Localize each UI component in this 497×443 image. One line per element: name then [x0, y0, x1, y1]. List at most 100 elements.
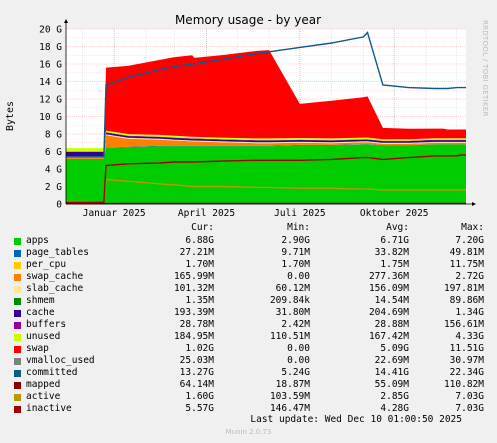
legend-name: buffers	[26, 319, 67, 330]
x-axis-arrow	[472, 202, 476, 206]
legend-name: slab_cache	[26, 283, 84, 294]
legend-row-swap: swap 1.02G 0.00 5.09G 11.51G	[14, 343, 490, 355]
legend-max-value: 1.34G	[455, 307, 484, 318]
legend-max-value: 7.03G	[455, 403, 484, 414]
legend-row-buffers: buffers 28.78M 2.42M 28.88M 156.61M	[14, 319, 490, 331]
legend-max-value: 197.81M	[443, 283, 484, 294]
legend-row-apps: apps 6.88G 2.90G 6.71G 7.20G	[14, 235, 490, 247]
legend-avg-value: 204.69M	[368, 307, 409, 318]
legend-avg-value: 6.71G	[380, 235, 409, 246]
legend-name: committed	[26, 367, 78, 378]
legend-avg-value: 277.36M	[368, 271, 409, 282]
legend-name: shmem	[26, 295, 55, 306]
y-tick-label: 8 G	[45, 130, 62, 141]
chart-title: Memory usage - by year	[175, 13, 321, 27]
legend-swatch	[14, 346, 21, 353]
y-tick-label: 18 G	[39, 42, 62, 53]
legend-min-value: 2.42M	[281, 319, 310, 330]
legend-max-value: 2.72G	[455, 271, 484, 282]
legend-swatch	[14, 286, 21, 293]
line-inactive	[66, 154, 466, 203]
y-tick-label: 14 G	[39, 77, 62, 88]
legend-cur-value: 165.99M	[173, 271, 214, 282]
legend-cur-value: 1.35M	[185, 295, 214, 306]
memory-chart: Memory usage - by year Bytes 0 2 G 4 G 6 G 8…	[5, 13, 476, 219]
legend-max-value: 110.82M	[443, 379, 484, 390]
legend-row-shmem: shmem 1.35M 209.84k 14.54M 89.86M	[14, 295, 490, 307]
stacked-areas	[66, 50, 466, 204]
legend-cur-value: 28.78M	[179, 319, 214, 330]
legend-cur-value: 1.02G	[185, 343, 214, 354]
legend-row-swap-cache: swap_cache 165.99M 0.00 277.36M 2.72G	[14, 271, 490, 283]
legend-rows: apps 6.88G 2.90G 6.71G 7.20G page_tables 27.21…	[14, 235, 490, 415]
x-tick-label: Juli 2025	[274, 208, 325, 219]
legend-cur-value: 1.60G	[185, 391, 214, 402]
legend-avg-value: 55.09M	[374, 379, 409, 390]
legend-min-value: 18.87M	[275, 379, 310, 390]
legend-max-value: 30.97M	[449, 355, 484, 366]
y-ticks: 0 2 G 4 G 6 G 8 G 10 G 12 G 14 G 16 G 18 G 20 G	[39, 25, 62, 211]
legend-swatch	[14, 382, 21, 389]
y-tick-label: 12 G	[39, 95, 62, 106]
legend-name: per_cpu	[26, 259, 67, 270]
legend-name: cache	[26, 307, 55, 318]
legend-cur-value: 6.88G	[185, 235, 214, 246]
legend-row-per-cpu: per_cpu 1.70M 1.70M 1.75M 11.75M	[14, 259, 490, 271]
legend-swatch	[14, 274, 21, 281]
header-max: Max:	[461, 222, 484, 233]
legend-cur-value: 27.21M	[179, 247, 214, 258]
legend-swatch	[14, 406, 21, 413]
legend-swatch	[14, 358, 21, 365]
legend-min-value: 1.70M	[281, 259, 310, 270]
legend-row-page-tables: page_tables 27.21M 9.71M 33.82M 49.81M	[14, 247, 490, 259]
y-tick-label: 2 G	[45, 182, 62, 193]
legend-swatch	[14, 250, 21, 257]
legend-avg-value: 1.75M	[380, 259, 409, 270]
legend-row-inactive: inactive 5.57G 146.47M 4.28G 7.03G	[14, 403, 490, 415]
x-tick-label: Januar 2025	[83, 208, 146, 219]
line-active	[66, 178, 466, 204]
y-tick-label: 6 G	[45, 147, 62, 158]
legend-avg-value: 14.41G	[374, 367, 409, 378]
area-unused	[66, 130, 466, 152]
legend-row-active: active 1.60G 103.59M 2.85G 7.03G	[14, 391, 490, 403]
legend-cur-value: 25.03M	[179, 355, 214, 366]
header-cur: Cur:	[191, 222, 214, 233]
legend-max-value: 4.33G	[455, 331, 484, 342]
area-buffers	[66, 132, 466, 152]
legend-swatch	[14, 238, 21, 245]
y-axis-arrow	[64, 19, 68, 23]
legend-cur-value: 5.57G	[185, 403, 214, 414]
legend-name: swap_cache	[26, 271, 84, 282]
legend-max-value: 156.61M	[443, 319, 484, 330]
legend-min-value: 110.51M	[269, 331, 310, 342]
legend-swatch	[14, 394, 21, 401]
legend-max-value: 7.03G	[455, 391, 484, 402]
legend-min-value: 0.00	[287, 355, 310, 366]
y-tick-label: 4 G	[45, 165, 62, 176]
legend-swatch	[14, 370, 21, 377]
header-min: Min:	[287, 222, 310, 233]
y-axis-label: Bytes	[5, 101, 16, 131]
legend-max-value: 22.34G	[449, 367, 484, 378]
legend-swatch	[14, 322, 21, 329]
legend-row-vmalloc-used: vmalloc_used 25.03M 0.00 22.69M 30.97M	[14, 355, 490, 367]
x-tick-label: April 2025	[178, 208, 235, 219]
y-tick-label: 16 G	[39, 60, 62, 71]
legend-min-value: 9.71M	[281, 247, 310, 258]
legend-swatch	[14, 310, 21, 317]
legend-cur-value: 101.32M	[173, 283, 214, 294]
last-update: Last update: Wed Dec 10 01:00:50 2025	[250, 414, 462, 425]
legend-name: unused	[26, 331, 61, 342]
legend-swatch	[14, 298, 21, 305]
legend-cur-value: 1.70M	[185, 259, 214, 270]
legend-avg-value: 14.54M	[374, 295, 409, 306]
legend-row-slab-cache: slab_cache 101.32M 60.12M 156.09M 197.81M	[14, 283, 490, 295]
legend-table: Cur: Min: Avg: Max: apps 6.88G 2.90G 6.71G 7…	[14, 222, 490, 415]
y-tick-label: 0	[56, 200, 62, 211]
legend-swatch	[14, 262, 21, 269]
legend-name: vmalloc_used	[26, 355, 95, 366]
legend-avg-value: 28.88M	[374, 319, 409, 330]
line-committed	[66, 31, 466, 158]
